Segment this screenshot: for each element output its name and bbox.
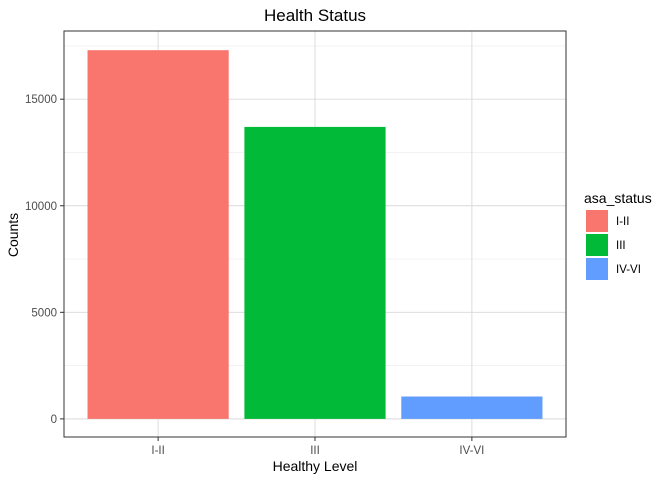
y-tick-label: 10000 [25,201,57,213]
legend-label: III [616,240,626,252]
y-axis-ticks: 0 5000 10000 15000 [25,94,64,426]
legend-label: IV-VI [616,264,641,276]
y-tick-label: 15000 [25,94,57,106]
x-tick-label: IV-VI [459,445,484,457]
x-axis-label: Healthy Level [273,458,358,474]
y-tick-label: 0 [51,414,57,426]
x-tick-label: I-II [151,445,164,457]
x-tick-label: III [310,445,320,457]
legend: asa_status I-II III IV-VI [584,190,652,280]
bar-iii [244,127,385,419]
chart-title: Health Status [264,6,366,25]
y-axis-label: Counts [5,213,21,257]
legend-label: I-II [616,216,629,228]
legend-key-i-ii [586,210,608,232]
legend-title: asa_status [584,190,652,206]
bar-iv-vi [401,397,542,419]
y-tick-label: 5000 [31,307,57,319]
legend-key-iii [586,234,608,256]
x-axis-ticks: I-II III IV-VI [151,437,484,457]
legend-key-iv-vi [586,258,608,280]
bar-i-ii [88,50,229,419]
